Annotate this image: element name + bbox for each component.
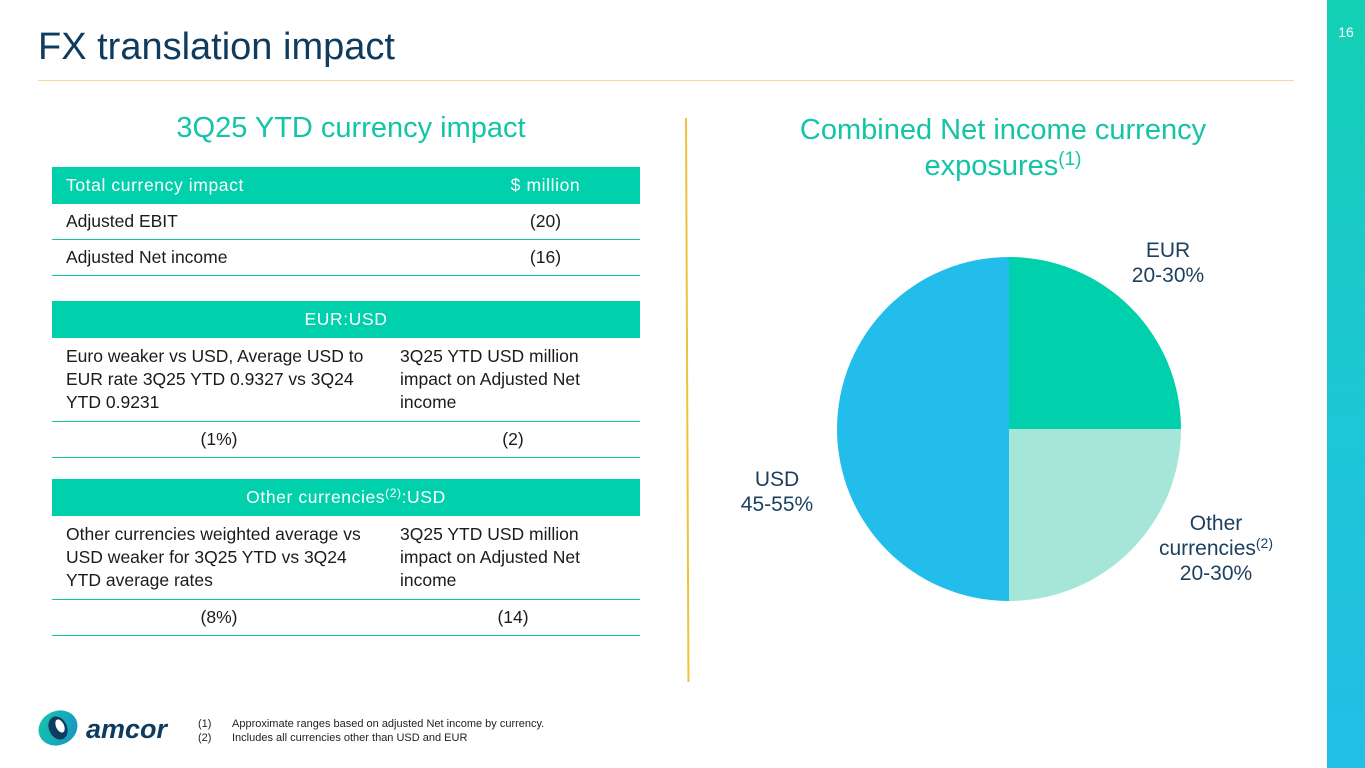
title-divider [38,80,1294,81]
value-cell: (2) [386,421,640,458]
total-currency-impact-table: Total currency impact $ million Adjusted… [52,167,640,276]
pie-label-usd: USD 45-55% [740,468,814,516]
footnote-2: (2) Includes all currencies other than US… [198,732,468,744]
table-header-unit: $ million [450,167,640,204]
value-cell: (14) [386,599,640,636]
table-row: (8%) (14) [52,599,640,636]
page-number: 16 [1338,24,1354,40]
accent-side-bar [1327,0,1365,768]
svg-text:amcor: amcor [86,714,169,744]
description-cell: 3Q25 YTD USD million impact on Adjusted … [386,338,640,422]
pie-label-other: Other currencies(2) 20-30% [1159,512,1273,585]
value-cell: (8%) [52,599,386,636]
row-value: (16) [450,239,640,276]
page-title: FX translation impact [38,26,395,68]
footnotes: (1) Approximate ranges based on adjusted … [198,717,544,745]
table-row: Adjusted Net income (16) [52,239,640,276]
footnote-ref: (2) [385,486,402,500]
row-value: (20) [450,204,640,240]
vertical-divider [685,117,690,682]
table-header: Other currencies(2):USD [52,479,640,516]
pie-slice-usd [837,257,1009,601]
description-cell: Other currencies weighted average vs USD… [52,516,386,600]
currency-impact-heading: 3Q25 YTD currency impact [176,112,526,144]
row-label: Adjusted Net income [52,239,451,276]
other-currencies-usd-table: Other currencies(2):USD Other currencies… [52,479,640,636]
table-row: Euro weaker vs USD, Average USD to EUR r… [52,338,640,422]
description-cell: Euro weaker vs USD, Average USD to EUR r… [52,338,386,422]
footnote-ref: (1) [1058,149,1082,170]
table-header-label: Total currency impact [52,167,451,204]
description-cell: 3Q25 YTD USD million impact on Adjusted … [386,516,640,600]
pie-label-eur: EUR 20-30% [1131,239,1205,287]
net-income-exposure-heading: Combined Net income currency exposures(1… [799,114,1207,182]
value-cell: (1%) [52,421,386,458]
pie-slice-other-currencies [1009,429,1181,601]
pie-slice-eur [1009,257,1181,429]
row-label: Adjusted EBIT [52,204,451,240]
footnote-1: (1) Approximate ranges based on adjusted … [198,718,545,730]
eur-usd-table: EUR:USD Euro weaker vs USD, Average USD … [52,301,640,458]
table-row: Other currencies weighted average vs USD… [52,516,640,600]
table-row: Adjusted EBIT (20) [52,204,640,240]
table-row: (1%) (2) [52,421,640,458]
table-header: EUR:USD [52,301,640,338]
amcor-logo: amcor [38,710,169,746]
currency-exposure-pie-chart [837,257,1181,601]
